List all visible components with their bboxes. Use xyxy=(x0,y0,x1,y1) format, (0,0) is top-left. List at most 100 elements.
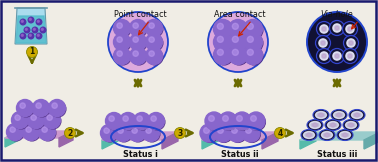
Circle shape xyxy=(346,52,354,60)
Circle shape xyxy=(237,116,242,121)
Ellipse shape xyxy=(345,122,356,128)
Ellipse shape xyxy=(333,111,344,118)
Ellipse shape xyxy=(349,110,365,121)
Ellipse shape xyxy=(337,129,353,140)
Text: 2: 2 xyxy=(67,128,73,138)
Circle shape xyxy=(137,116,143,121)
Ellipse shape xyxy=(355,113,359,117)
Polygon shape xyxy=(15,8,47,44)
Circle shape xyxy=(219,112,237,130)
Circle shape xyxy=(146,19,163,36)
Circle shape xyxy=(40,27,46,33)
Circle shape xyxy=(101,125,118,141)
Ellipse shape xyxy=(343,120,359,131)
Circle shape xyxy=(21,20,23,22)
Circle shape xyxy=(349,41,353,45)
Circle shape xyxy=(202,126,218,142)
Circle shape xyxy=(28,111,45,128)
Circle shape xyxy=(216,126,232,142)
Circle shape xyxy=(274,127,285,139)
Circle shape xyxy=(115,35,131,51)
Circle shape xyxy=(21,34,23,36)
Circle shape xyxy=(316,48,332,64)
Polygon shape xyxy=(59,131,73,147)
Circle shape xyxy=(147,112,164,129)
Circle shape xyxy=(342,22,358,36)
Text: Via-hole: Via-hole xyxy=(321,10,353,19)
Circle shape xyxy=(348,54,352,58)
Ellipse shape xyxy=(336,113,341,117)
Circle shape xyxy=(215,34,233,52)
Circle shape xyxy=(221,114,237,130)
Circle shape xyxy=(335,26,339,30)
Polygon shape xyxy=(5,131,19,147)
Circle shape xyxy=(146,47,163,64)
Circle shape xyxy=(149,37,154,42)
Circle shape xyxy=(245,21,263,39)
Circle shape xyxy=(320,25,328,33)
Text: 1: 1 xyxy=(29,47,35,57)
Circle shape xyxy=(217,49,223,55)
Circle shape xyxy=(244,126,260,142)
Circle shape xyxy=(115,49,131,65)
Circle shape xyxy=(28,33,34,39)
Circle shape xyxy=(330,21,344,35)
Circle shape xyxy=(24,27,30,33)
Circle shape xyxy=(214,19,232,39)
Circle shape xyxy=(131,21,147,37)
Circle shape xyxy=(230,126,246,142)
Ellipse shape xyxy=(307,133,311,137)
Circle shape xyxy=(245,47,263,65)
Circle shape xyxy=(320,52,328,60)
Circle shape xyxy=(26,46,37,58)
Circle shape xyxy=(47,115,52,120)
Circle shape xyxy=(113,47,130,64)
Circle shape xyxy=(23,123,39,140)
Circle shape xyxy=(247,36,253,42)
Circle shape xyxy=(333,52,341,60)
Ellipse shape xyxy=(342,133,347,137)
Polygon shape xyxy=(102,132,178,140)
Ellipse shape xyxy=(313,110,329,121)
Text: Status iii: Status iii xyxy=(317,150,357,159)
Ellipse shape xyxy=(322,132,333,139)
Ellipse shape xyxy=(313,123,318,127)
Circle shape xyxy=(37,34,39,36)
Circle shape xyxy=(316,22,332,36)
Ellipse shape xyxy=(324,133,330,137)
Circle shape xyxy=(242,124,260,142)
Polygon shape xyxy=(300,132,316,149)
Ellipse shape xyxy=(310,122,321,128)
Circle shape xyxy=(209,116,214,121)
Circle shape xyxy=(344,35,358,51)
Ellipse shape xyxy=(319,113,324,117)
Polygon shape xyxy=(102,132,118,149)
Circle shape xyxy=(228,19,248,39)
Circle shape xyxy=(335,54,339,58)
Circle shape xyxy=(307,12,367,72)
Circle shape xyxy=(130,126,146,142)
Polygon shape xyxy=(262,132,278,149)
Circle shape xyxy=(249,114,265,130)
Circle shape xyxy=(151,116,156,121)
Circle shape xyxy=(231,47,248,65)
Circle shape xyxy=(50,101,66,117)
Circle shape xyxy=(32,27,38,33)
Circle shape xyxy=(228,124,246,142)
Circle shape xyxy=(228,33,248,52)
Circle shape xyxy=(232,128,237,133)
Circle shape xyxy=(117,37,122,42)
Text: 4: 4 xyxy=(277,128,283,138)
Circle shape xyxy=(107,114,123,130)
Circle shape xyxy=(28,17,34,23)
Text: Status ii: Status ii xyxy=(221,150,259,159)
Circle shape xyxy=(204,128,209,133)
Circle shape xyxy=(251,116,256,121)
Circle shape xyxy=(29,113,45,129)
Circle shape xyxy=(247,112,265,130)
Circle shape xyxy=(29,34,31,36)
Circle shape xyxy=(147,21,163,37)
Ellipse shape xyxy=(352,111,363,118)
Circle shape xyxy=(217,36,223,42)
Circle shape xyxy=(33,99,50,116)
